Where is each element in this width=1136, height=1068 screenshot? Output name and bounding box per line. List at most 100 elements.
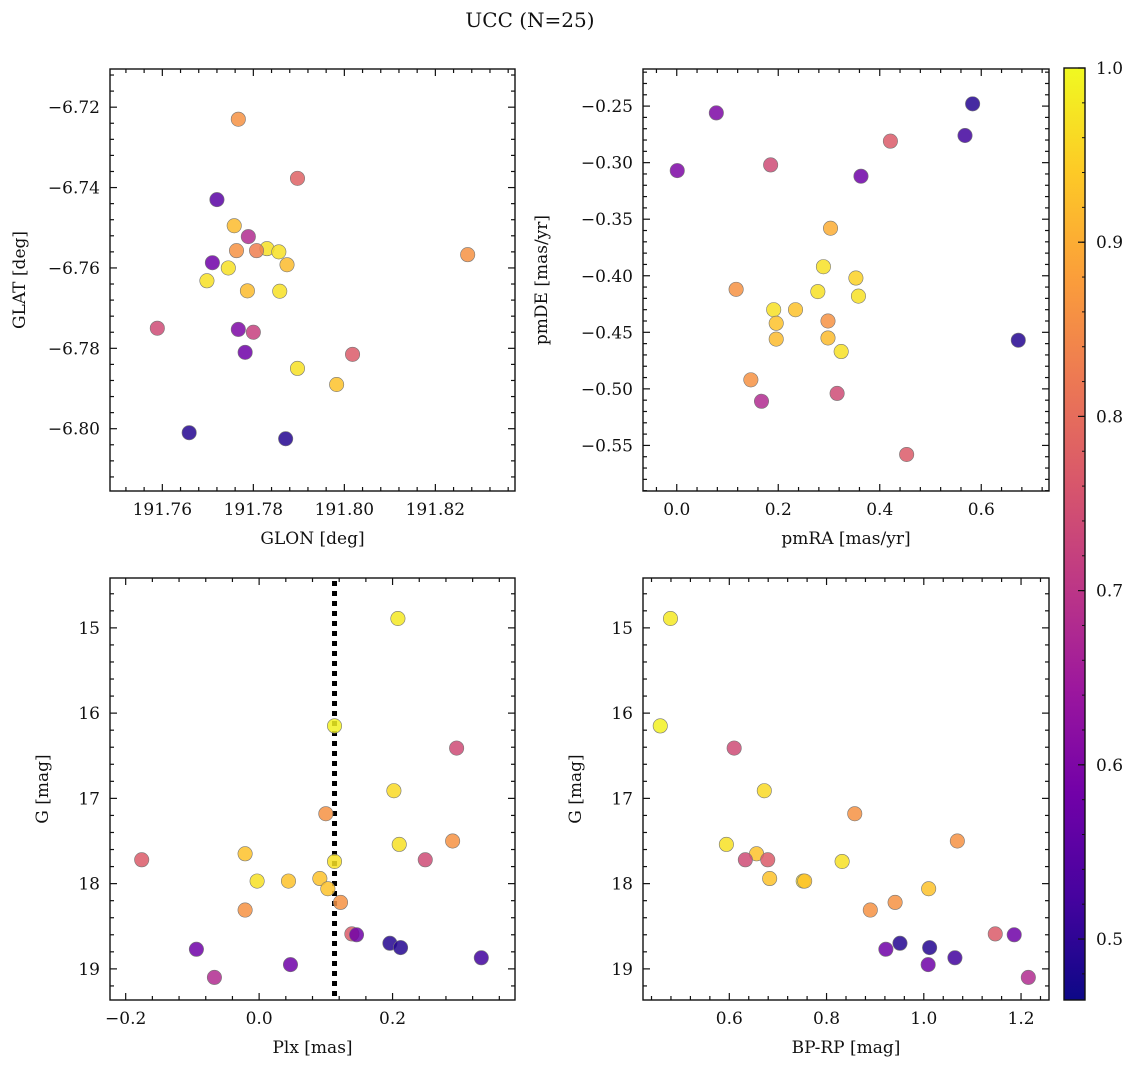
y-tick-label: −6.78 [48, 339, 100, 359]
scatter-point [199, 273, 215, 289]
scatter-point [204, 255, 220, 271]
figure-title: UCC (N=25) [465, 8, 594, 32]
colorbar-tick-label: 0.7 [1096, 582, 1123, 602]
colorbar-gradient [1064, 68, 1085, 1000]
scatter-point [239, 283, 255, 299]
scatter-point [393, 940, 409, 956]
colorbar-tick-label: 0.8 [1096, 407, 1123, 427]
y-tick-label: −6.72 [48, 98, 100, 118]
scatter-point [987, 926, 1003, 942]
scatter-point [768, 331, 784, 347]
scatter-point [188, 941, 204, 957]
scatter-point [226, 218, 242, 234]
x-tick-label: 0.2 [765, 500, 792, 520]
scatter-point [449, 740, 465, 756]
scatter-point [965, 96, 981, 112]
scatter-point [134, 852, 150, 868]
colorbar-tick-label: 0.9 [1096, 233, 1123, 253]
scatter-point [445, 833, 461, 849]
scatter-point [279, 257, 295, 273]
scatter-point [230, 321, 246, 337]
scatter-point [892, 935, 908, 951]
y-axis-label: G [mag] [566, 754, 586, 823]
panel-top-left: 191.76 191.78 191.80 191.82 −6.72 −6.74 −6.76 −… [10, 68, 516, 549]
scatter-point [853, 168, 869, 184]
scatter-point [240, 229, 256, 245]
x-tick-label: 191.76 [133, 500, 192, 520]
scatter-point [327, 718, 343, 734]
points [652, 610, 1036, 985]
y-tick-label: 19 [78, 960, 100, 980]
scatter-point [249, 873, 265, 889]
scatter-point [920, 957, 936, 973]
scatter-point [899, 446, 915, 462]
y-axis-label: pmDE [mas/yr] [532, 215, 552, 345]
scatter-point [289, 170, 305, 186]
scatter-point [754, 393, 770, 409]
y-tick-label: 16 [78, 704, 100, 724]
scatter-point [820, 330, 836, 346]
scatter-point [230, 111, 246, 127]
y-tick-label: 17 [611, 789, 633, 809]
scatter-point [788, 302, 804, 318]
y-tick-label: −0.45 [581, 323, 633, 343]
colorbar-tick-label: 0.5 [1096, 930, 1123, 950]
y-tick-label: −0.40 [581, 267, 633, 287]
scatter-point [1020, 969, 1036, 985]
y-tick-label: −6.80 [48, 420, 100, 440]
y-tick-label: −6.74 [48, 179, 100, 199]
scatter-point [878, 941, 894, 957]
scatter-point [329, 376, 345, 392]
points [134, 610, 489, 985]
y-tick-label: 15 [611, 619, 633, 639]
scatter-point [921, 881, 937, 897]
x-axis-label: GLON [deg] [260, 529, 364, 549]
points [149, 111, 476, 447]
y-tick-label: −0.35 [581, 210, 633, 230]
scatter-point [345, 346, 361, 362]
y-tick-label: −0.55 [581, 436, 633, 456]
scatter-point [823, 220, 839, 236]
scatter-point [728, 281, 744, 297]
scatter-point [662, 610, 678, 626]
scatter-point [743, 372, 759, 388]
scatter-point [833, 344, 849, 360]
scatter-point [417, 852, 433, 868]
scatter-point [922, 940, 938, 956]
scatter-point [882, 133, 898, 149]
scatter-point [460, 247, 476, 263]
scatter-point [847, 806, 863, 822]
scatter-point [766, 302, 782, 318]
scatter-point [209, 192, 225, 208]
scatter-point [756, 783, 772, 799]
colorbar: 0.5 0.6 0.7 0.8 0.9 1.0 [1063, 59, 1123, 1001]
scatter-point [282, 957, 298, 973]
scatter-point [760, 852, 776, 868]
y-axis-label: G [mag] [33, 754, 53, 823]
scatter-point [763, 157, 779, 173]
x-tick-label: 0.0 [663, 500, 690, 520]
scatter-point [237, 344, 253, 360]
scatter-point [1010, 332, 1026, 348]
y-tick-label: 17 [78, 789, 100, 809]
scatter-point [149, 320, 165, 336]
y-tick-label: −6.76 [48, 259, 100, 279]
scatter-point [862, 902, 878, 918]
colorbar-tick-label: 0.6 [1096, 756, 1123, 776]
x-tick-label: 0.6 [968, 500, 995, 520]
axes-frame [109, 68, 516, 492]
scatter-point [327, 853, 343, 869]
scatter-point [312, 871, 328, 887]
scatter-point [1006, 927, 1022, 943]
scatter-point [349, 927, 365, 943]
panel-bottom-right: 0.6 0.8 1.0 1.2 15 16 17 18 19 BP-RP [mag] G [mag] [566, 577, 1050, 1058]
scatter-point [820, 313, 836, 329]
x-tick-label: 1.0 [910, 1009, 937, 1029]
scatter-point [957, 128, 973, 144]
panel-bottom-left: −0.2 0.0 0.2 15 16 17 18 19 Plx [mas] G [mag] [33, 577, 516, 1058]
y-tick-label: −0.25 [581, 97, 633, 117]
scatter-point [249, 243, 265, 259]
scatter-point [320, 881, 336, 897]
colorbar-frame [1063, 67, 1086, 1001]
